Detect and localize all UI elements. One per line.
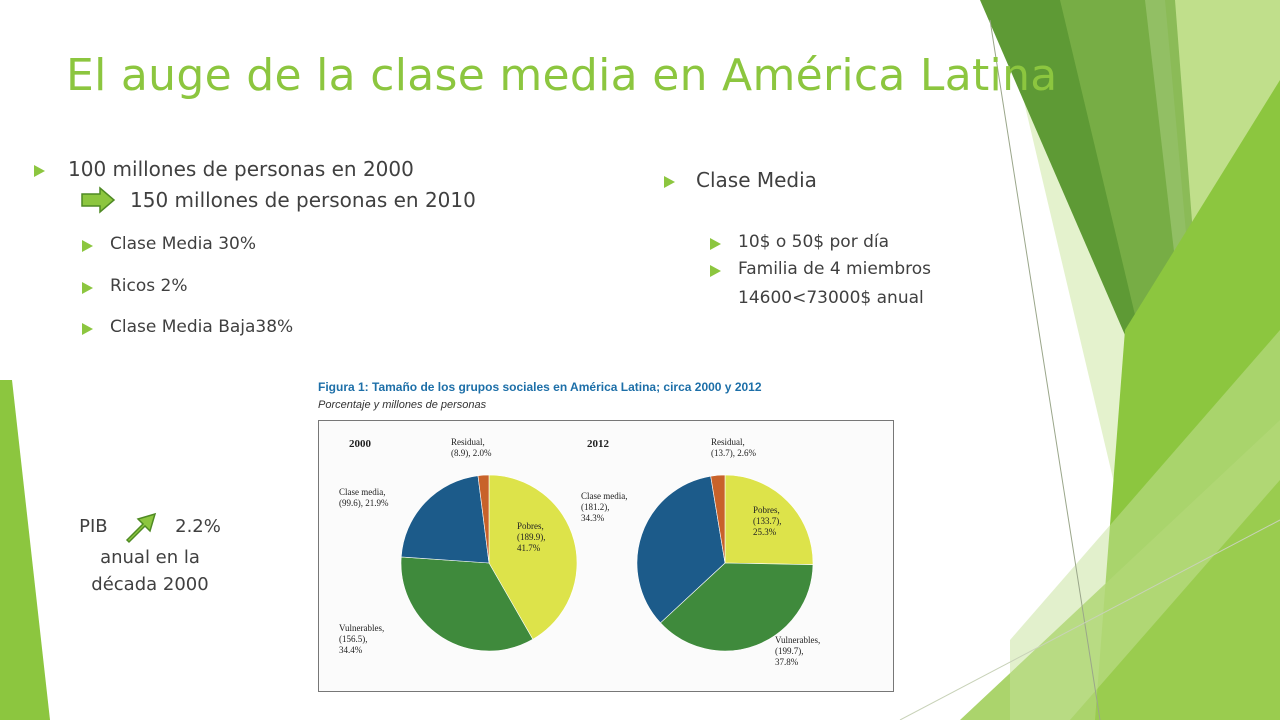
left-line2: 150 millones de personas en 2010 xyxy=(130,188,476,212)
pib-line3: década 2000 xyxy=(91,574,209,595)
pie-label-pobres: Pobres, (133.7), 25.3% xyxy=(753,505,782,537)
bullet-icon xyxy=(710,238,721,250)
up-arrow-icon xyxy=(126,512,157,544)
left-item-clase-media-baja: Clase Media Baja38% xyxy=(110,317,294,337)
bullet-icon xyxy=(82,323,93,335)
pie-slice-residual xyxy=(710,474,726,564)
pie-slice-vulnerables xyxy=(660,562,814,652)
pie-charts: 2000 Pobres, (189.9), 41.7% Vulnerables, (156… xyxy=(339,437,820,667)
bullet-icon xyxy=(710,265,721,277)
figure-subtitle: Porcentaje y millones de personas xyxy=(318,399,487,411)
pie-slice-vulnerables xyxy=(400,556,534,652)
pie-label-pobres: Pobres, (189.9), 41.7% xyxy=(517,521,546,553)
bullet-icon xyxy=(664,176,675,188)
right-item-family: Familia de 4 miembros xyxy=(738,259,932,279)
right-item-daily: 10$ o 50$ por día xyxy=(738,232,890,252)
pie-slice-pobres xyxy=(724,474,814,565)
bullet-icon xyxy=(82,282,93,294)
left-line1: 100 millones de personas en 2000 xyxy=(68,157,414,181)
bullet-icon xyxy=(82,240,93,252)
pie-label-vulnerables: Vulnerables, (199.7), 37.8% xyxy=(775,635,820,667)
pie-slice-clase-media xyxy=(400,475,490,564)
left-item-clase-media: Clase Media 30% xyxy=(110,234,256,254)
left-item-ricos: Ricos 2% xyxy=(110,276,188,296)
pie-slice-pobres xyxy=(488,474,578,640)
pib-note: PIB 2.2% anual en la década 2000 xyxy=(62,510,238,598)
pie-label-residual: Residual, (8.9), 2.0% xyxy=(451,437,492,458)
pie-label-residual: Residual, (13.7), 2.6% xyxy=(711,437,756,458)
pib-line2: anual en la xyxy=(100,547,200,568)
right-item-family-income: 14600<73000$ anual xyxy=(738,288,924,308)
right-heading: Clase Media xyxy=(696,168,817,192)
pie-slice-residual xyxy=(477,474,490,564)
pie-label-vulnerables: Vulnerables, (156.5), 34.4% xyxy=(339,623,384,655)
pie-year-label: 2000 xyxy=(349,438,372,450)
pib-value: 2.2% xyxy=(175,516,221,537)
pie-year-label: 2012 xyxy=(587,438,610,450)
figure-title: Figura 1: Tamaño de los grupos sociales … xyxy=(318,380,762,394)
right-arrow-icon xyxy=(81,186,116,214)
pib-label: PIB xyxy=(79,516,108,537)
pie-label-clase-media: Clase media, (99.6), 21.9% xyxy=(339,487,389,508)
pie-slice-clase-media xyxy=(636,475,726,624)
slide-title: El auge de la clase media en América Lat… xyxy=(66,50,1058,101)
pie-label-clase-media: Clase media, (181.2), 34.3% xyxy=(581,491,628,523)
chart-frame: 2000 Pobres, (189.9), 41.7% Vulnerables, (156… xyxy=(318,420,894,692)
bullet-icon xyxy=(34,165,45,177)
